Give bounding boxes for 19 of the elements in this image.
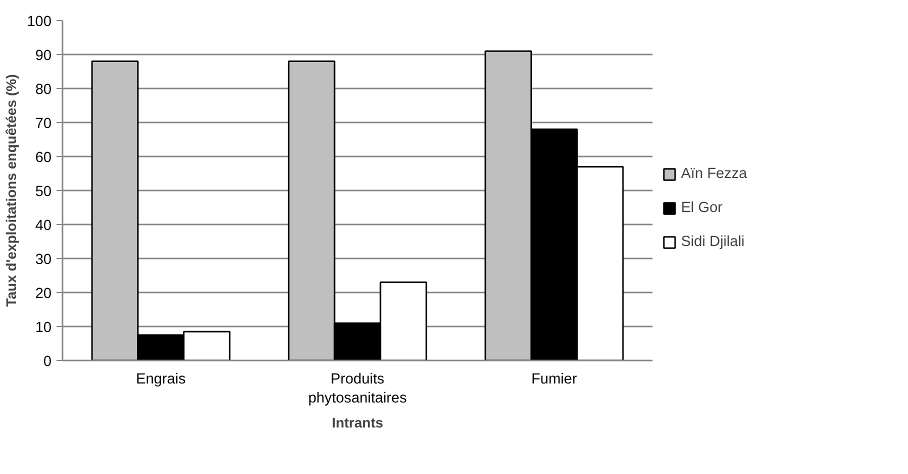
y-tick-label: 0 <box>43 354 52 370</box>
legend-label: Sidi Djilali <box>681 234 745 250</box>
y-tick-label: 90 <box>35 48 52 64</box>
legend-label: El Gor <box>681 200 723 216</box>
x-tick-label: Engrais <box>136 372 186 388</box>
y-tick-label: 30 <box>35 252 52 268</box>
x-tick-label: Fumier <box>531 372 578 388</box>
y-tick-label: 70 <box>35 116 52 132</box>
legend-label: Aïn Fezza <box>681 166 747 182</box>
x-tick-label: Produits phytosanitaires <box>308 372 407 407</box>
y-tick-label: 60 <box>35 150 52 166</box>
y-tick-label: 40 <box>35 218 52 234</box>
y-tick-label: 50 <box>35 184 52 200</box>
y-tick-label: 80 <box>35 82 52 98</box>
x-axis-title: Intrants <box>332 414 384 431</box>
y-tick-label: 20 <box>35 286 52 302</box>
y-tick-label: 100 <box>27 14 52 30</box>
y-tick-label: 10 <box>35 320 52 336</box>
y-axis-title: Taux d'exploitations enquêtées (%) <box>3 74 20 307</box>
